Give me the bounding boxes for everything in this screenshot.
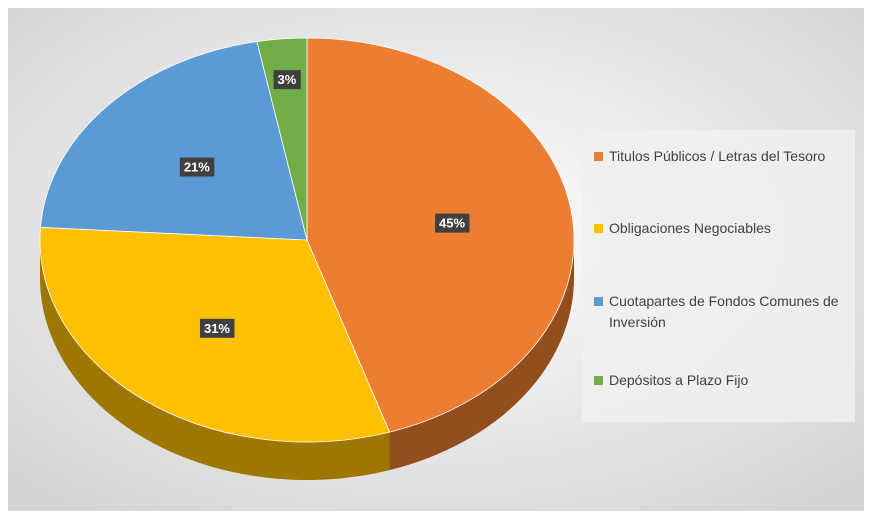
data-label: 45% <box>439 216 465 231</box>
legend-label: Cuotapartes de Fondos Comunes de Inversi… <box>609 293 839 330</box>
legend-label: Obligaciones Negociables <box>609 220 771 236</box>
legend-swatch <box>594 376 603 385</box>
pie: 45% 31% 21% 3% <box>39 37 575 480</box>
legend-item: Cuotapartes de Fondos Comunes de Inversi… <box>594 291 845 333</box>
slice <box>40 41 308 241</box>
legend-swatch <box>594 224 603 233</box>
slice-side <box>40 240 390 480</box>
legend-item: Depósitos a Plazo Fijo <box>594 370 845 391</box>
slice <box>306 37 575 433</box>
legend-label: Titulos Públicos / Letras del Tesoro <box>609 148 826 164</box>
data-label-box <box>435 213 470 233</box>
slice-side <box>389 240 574 471</box>
legend-item: Titulos Públicos / Letras del Tesoro <box>594 146 845 167</box>
data-label: 21% <box>184 160 210 175</box>
data-label-box <box>273 70 301 90</box>
legend-swatch <box>594 152 603 161</box>
data-label: 31% <box>204 321 230 336</box>
data-label-box <box>199 318 235 338</box>
data-label: 3% <box>278 72 297 87</box>
data-label-box <box>179 157 215 177</box>
legend-swatch <box>594 297 603 306</box>
legend: Titulos Públicos / Letras del Tesoro Obli… <box>582 130 855 422</box>
legend-item: Obligaciones Negociables <box>594 218 845 239</box>
legend-label: Depósitos a Plazo Fijo <box>609 372 749 388</box>
